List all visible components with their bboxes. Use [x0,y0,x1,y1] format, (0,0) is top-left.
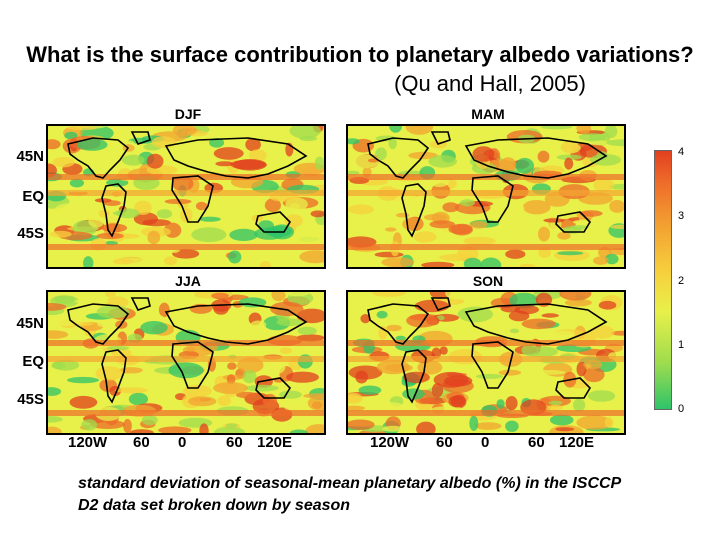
panel-label-son: SON [472,273,504,289]
lat-label-45n: 45N [16,315,44,332]
map-panel-mam [346,124,626,269]
colorbar-tick-4: 4 [678,146,685,158]
lon-label-120e: 120E [559,434,595,451]
map-panel-jja [46,290,326,435]
lon-label-60e: 60 [528,434,545,451]
lon-label-60w: 60 [436,434,453,451]
slide-title: What is the surface contribution to plan… [0,40,720,98]
colorbar-tick-1: 1 [678,339,685,351]
colorbar-tick-2: 2 [678,275,685,287]
lat-label-eq: EQ [22,353,44,370]
lat-label-45n: 45N [16,148,44,165]
lon-label-120e: 120E [257,434,293,451]
lat-label-45s: 45S [17,391,44,408]
lon-label-120w: 120W [370,434,410,451]
panel-label-djf: DJF [174,106,202,122]
panel-label-jja: JJA [175,273,201,289]
lat-label-eq: EQ [22,188,44,205]
colorbar-tick-0: 0 [678,403,685,415]
lon-label-120w: 120W [68,434,108,451]
lon-label-0: 0 [178,434,187,451]
lon-label-0: 0 [481,434,490,451]
title-citation: (Qu and Hall, 2005) [394,71,586,96]
figure-caption: standard deviation of seasonal-mean plan… [78,475,621,514]
lon-label-60w: 60 [133,434,150,451]
lat-label-45s: 45S [17,225,44,242]
title-main: What is the surface contribution to plan… [26,42,694,67]
panel-label-mam: MAM [471,106,505,122]
map-panel-son [346,290,626,435]
colorbar [654,150,672,410]
map-panel-djf [46,124,326,269]
lon-label-60e: 60 [226,434,243,451]
colorbar-tick-3: 3 [678,210,685,222]
